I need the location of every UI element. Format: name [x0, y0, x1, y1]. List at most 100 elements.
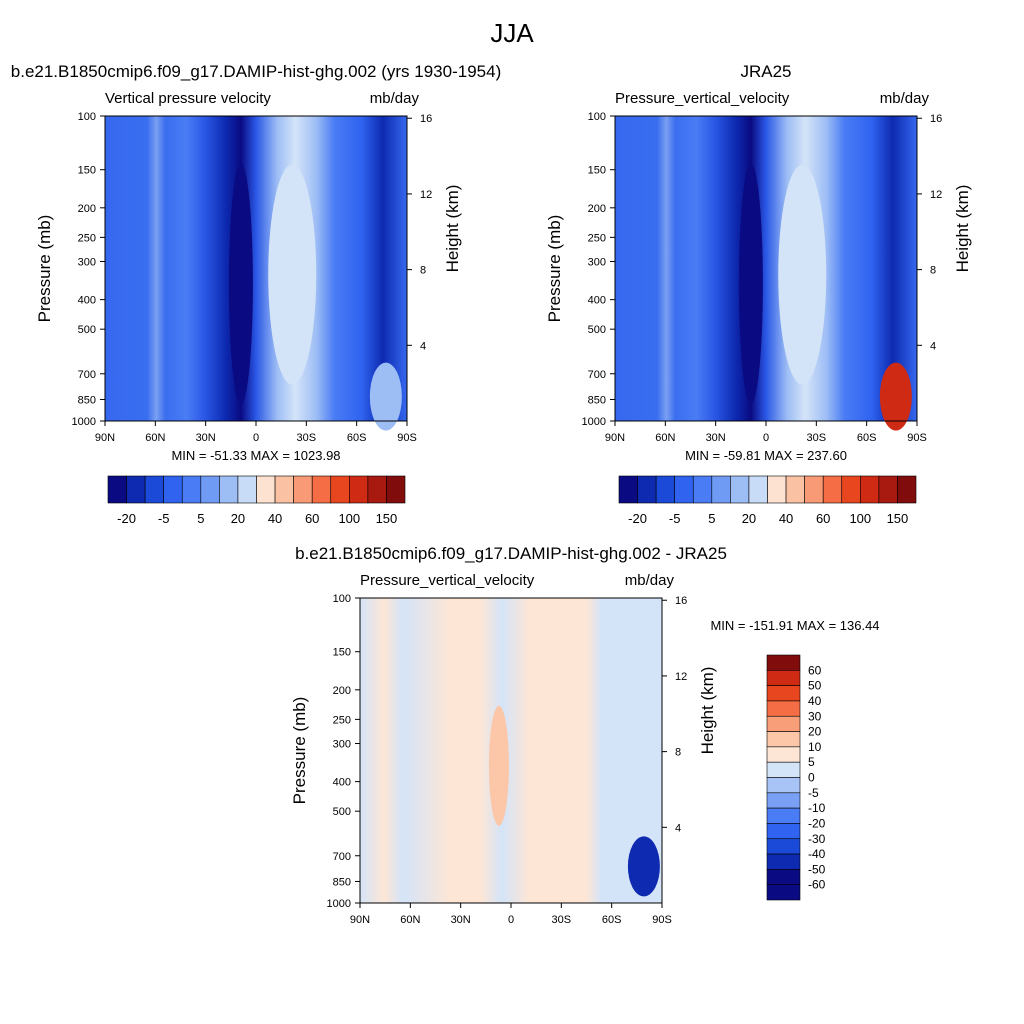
x-tick-label: 90N: [350, 914, 370, 926]
y2-tick-label: 8: [930, 265, 936, 277]
colorbar-label: 10: [808, 740, 822, 754]
colorbar-box: [674, 475, 694, 504]
panel-2: JRA25 Pressure_vertical_velocity mb/day 90N…: [545, 62, 972, 526]
y-tick-label: 200: [333, 685, 351, 697]
colorbar-box: [163, 475, 183, 504]
colorbar-label: 150: [376, 511, 398, 526]
colorbar-box: [766, 807, 801, 824]
min-max-text: MIN = -51.33 MAX = 1023.98: [171, 448, 340, 463]
y-tick-label: 250: [588, 232, 606, 244]
x-tick-label: 60S: [347, 432, 367, 444]
colorbar-box: [766, 654, 801, 671]
colorbar-label: -20: [628, 511, 647, 526]
y-tick-label: 850: [588, 394, 606, 406]
y-tick-label: 1000: [582, 416, 606, 428]
colorbar-box: [766, 700, 801, 717]
colorbar-box: [897, 475, 917, 504]
colorbar-label: -20: [117, 511, 136, 526]
x-tick-label: 90N: [605, 432, 625, 444]
colorbar-label: 5: [708, 511, 715, 526]
x-tick-label: 90S: [397, 432, 417, 444]
colorbar-box: [766, 853, 801, 870]
colorbar: -20 -5 5 20 40 60 100 150: [618, 475, 917, 526]
colorbar-box: [256, 475, 276, 504]
y2-tick-label: 12: [930, 189, 942, 201]
x-tick-label: 90S: [652, 914, 672, 926]
colorbar-box: [878, 475, 898, 504]
colorbar-box: [767, 475, 787, 504]
colorbar-label: -10: [808, 801, 826, 815]
y2-tick-label: 4: [420, 340, 426, 352]
polar-feature: [369, 362, 402, 431]
colorbar-box: [766, 884, 801, 901]
colorbar-label: 60: [808, 663, 822, 677]
x-tick-label: 30N: [706, 432, 726, 444]
colorbar-box: [748, 475, 768, 504]
colorbar-box: [766, 838, 801, 855]
y-axis-label: Pressure (mb): [290, 697, 309, 805]
colorbar-box: [766, 869, 801, 885]
colorbar-box: [386, 475, 406, 504]
colorbar-box: [692, 475, 713, 504]
y2-tick-label: 12: [420, 189, 432, 201]
field-label: Pressure_vertical_velocity: [615, 90, 790, 107]
y-tick-label: 500: [333, 806, 351, 818]
colorbar-label: 40: [779, 511, 793, 526]
colorbar-box: [107, 475, 127, 504]
colorbar-box: [274, 475, 294, 504]
panel-3: b.e21.B1850cmip6.f09_g17.DAMIP-hist-ghg.…: [290, 544, 880, 926]
x-tick-label: 0: [508, 914, 514, 926]
colorbar-label: -40: [808, 847, 826, 861]
colorbar-box: [311, 475, 332, 504]
colorbar-box: [293, 475, 313, 504]
y2-tick-label: 8: [675, 747, 681, 759]
x-tick-label: 90S: [907, 432, 927, 444]
y-tick-label: 850: [78, 394, 96, 406]
colorbar-box: [349, 475, 369, 504]
colorbar-label: -60: [808, 878, 826, 892]
x-tick-label: 90N: [95, 432, 115, 444]
colorbar-label: 40: [808, 694, 822, 708]
y-tick-label: 150: [78, 165, 96, 177]
colorbar-label: 20: [231, 511, 245, 526]
field-label: Pressure_vertical_velocity: [360, 572, 535, 589]
x-tick-label: 30S: [297, 432, 317, 444]
units-label: mb/day: [370, 90, 420, 107]
panel-title: JRA25: [740, 62, 791, 81]
colorbar-label: 30: [808, 709, 822, 723]
x-tick-label: 60N: [145, 432, 165, 444]
y2-axis-label: Height (km): [698, 667, 717, 755]
colorbar-label: -5: [669, 511, 681, 526]
x-tick-label: 60S: [602, 914, 622, 926]
polar-feature: [879, 362, 912, 431]
x-tick-label: 30N: [196, 432, 216, 444]
y-tick-label: 400: [333, 777, 351, 789]
y-tick-label: 400: [78, 295, 96, 307]
colorbar-label: 0: [808, 771, 815, 785]
field-fill: [105, 116, 407, 421]
colorbar-box: [181, 475, 202, 504]
colorbar-box: [144, 475, 164, 504]
y2-tick-label: 16: [420, 113, 432, 125]
colorbar-box: [841, 475, 861, 504]
colorbar-label: 100: [849, 511, 871, 526]
y-tick-label: 250: [78, 232, 96, 244]
x-tick-label: 0: [763, 432, 769, 444]
y-tick-label: 700: [333, 851, 351, 863]
x-tick-label: 30S: [552, 914, 572, 926]
x-tick-label: 60N: [400, 914, 420, 926]
y2-tick-label: 4: [930, 340, 936, 352]
colorbar: -20 -5 5 20 40 60 100 150: [107, 475, 406, 526]
colorbar-box: [367, 475, 387, 504]
y2-tick-label: 12: [675, 671, 687, 683]
min-max-text: MIN = -59.81 MAX = 237.60: [685, 448, 847, 463]
x-tick-label: 30N: [451, 914, 471, 926]
colorbar-label: 20: [742, 511, 756, 526]
y-tick-label: 850: [333, 876, 351, 888]
colorbar-label: 40: [268, 511, 282, 526]
tropical-feature: [488, 705, 509, 826]
y2-axis-label: Height (km): [443, 185, 462, 273]
x-tick-label: 60N: [655, 432, 675, 444]
